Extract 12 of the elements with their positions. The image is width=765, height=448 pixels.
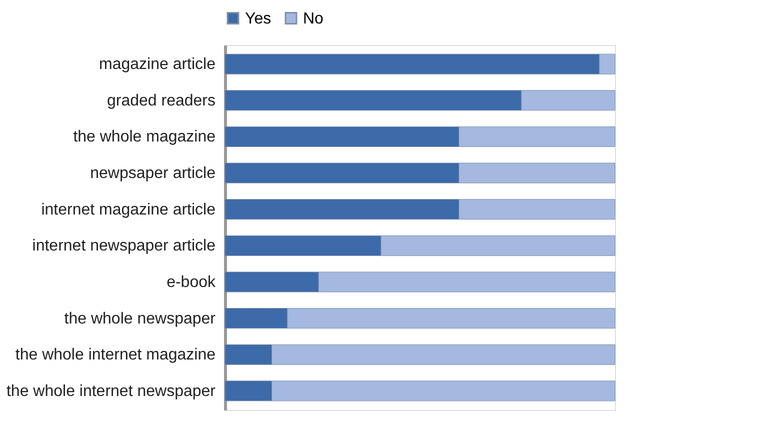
y-tick-label: newpsaper article [90, 165, 216, 182]
y-tick-label: the whole internet magazine [15, 346, 216, 364]
y-tick-label: graded readers [106, 92, 216, 110]
y-tick-label: the whole internet newspaper [6, 382, 216, 400]
legend-label: Yes [245, 10, 272, 28]
y-tick-label: magazine article [99, 56, 216, 74]
y-tick-label: e-book [166, 274, 216, 291]
y-tick-label: internet newspaper article [32, 238, 216, 255]
legend-label: No [303, 10, 324, 28]
y-tick-label: internet magazine article [41, 201, 216, 218]
y-tick-label: the whole newspaper [64, 310, 216, 328]
y-tick-label: the whole magazine [73, 128, 216, 146]
